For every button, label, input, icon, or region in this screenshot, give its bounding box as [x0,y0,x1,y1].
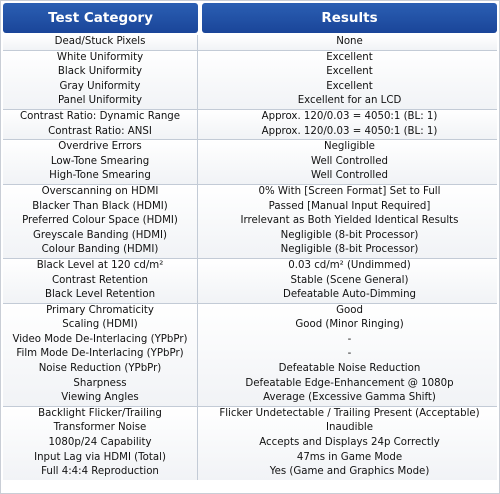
result-cell: Inaudible [325,422,374,434]
result-cell: Well Controlled [310,170,389,182]
category-cell: 1080p/24 Capability [48,437,152,449]
result-cell: Negligible [324,141,375,153]
result-cell: Stable (Scene General) [290,274,409,286]
result-cell: Average (Excessive Gamma Shift) [263,392,436,404]
category-cell: Overscanning on HDMI [41,185,159,197]
header-results: Results [202,3,497,33]
category-cell: Preferred Colour Space (HDMI) [22,215,178,227]
result-cell: Excellent [326,66,373,78]
category-cell: Panel Uniformity [57,95,143,107]
category-cell: Primary Chromaticity [46,304,154,316]
category-cell: Scaling (HDMI) [62,319,138,331]
category-cell: Film Mode De-Interlacing (YPbPr) [16,348,184,360]
result-column: Excellent Excellent Excellent Excellent for… [202,51,497,109]
category-column: Primary Chromaticity Scaling (HDMI) Video … [3,303,198,406]
category-column: White Uniformity Black Uniformity Gray Uni… [3,50,198,109]
result-column: Approx. 120/0.03 = 4050:1 (BL: 1) Approx.… [202,110,497,139]
category-cell: Contrast Ratio: ANSI [48,125,152,137]
category-cell: Colour Banding (HDMI) [41,244,159,256]
result-cell: - [347,348,352,360]
category-cell: Transformer Noise [53,422,147,434]
result-cell: 47ms in Game Mode [296,451,403,463]
category-cell: Dead/Stuck Pixels [54,36,146,47]
category-cell: Black Level at 120 cd/m² [36,259,164,271]
result-cell: Excellent for an LCD [297,95,402,107]
category-cell: Sharpness [73,377,127,389]
result-cell: Approx. 120/0.03 = 4050:1 (BL: 1) [261,125,438,137]
result-cell: Approx. 120/0.03 = 4050:1 (BL: 1) [261,110,438,122]
category-cell: Low-Tone Smearing [50,155,150,167]
result-cell: Irrelevant as Both Yielded Identical Res… [240,215,459,227]
table-header: Test Category Results [3,3,497,33]
result-cell: None [336,36,363,47]
result-column: Negligible Well Controlled Well Controlled [202,140,497,184]
category-column: Overdrive Errors Low-Tone Smearing High-To… [3,140,198,184]
category-column: Backlight Flicker/Trailing Transformer No… [3,406,198,480]
category-cell: Contrast Ratio: Dynamic Range [19,110,181,122]
header-test-category: Test Category [3,3,198,33]
result-cell: Flicker Undetectable / Trailing Present … [219,407,480,419]
result-cell: - [347,333,352,345]
result-cell: Yes (Game and Graphics Mode) [269,466,430,478]
result-cell: Excellent [326,51,373,63]
result-cell: Negligible (8-bit Processor) [280,229,419,241]
result-cell: 0.03 cd/m² (Undimmed) [288,259,411,271]
row-group: Overscanning on HDMI Blacker Than Black (… [3,184,497,259]
category-cell: Contrast Retention [52,274,148,286]
category-column: Dead/Stuck Pixels [3,35,198,50]
category-cell: Viewing Angles [61,392,139,404]
result-column: 0.03 cd/m² (Undimmed) Stable (Scene Gener… [202,259,497,303]
result-cell: Good (Minor Ringing) [295,319,404,331]
category-cell: Full 4:4:4 Reproduction [41,466,159,478]
result-cell: Defeatable Edge-Enhancement @ 1080p [245,377,454,389]
row-group: White Uniformity Black Uniformity Gray Uni… [3,50,497,110]
category-cell: White Uniformity [56,51,144,63]
category-cell: Black Level Retention [44,289,156,301]
category-cell: Overdrive Errors [58,141,142,153]
result-cell: Excellent [326,80,373,92]
category-cell: High-Tone Smearing [49,170,151,182]
category-cell: Greyscale Banding (HDMI) [32,229,168,241]
category-column: Contrast Ratio: Dynamic Range Contrast Ra… [3,109,198,140]
category-cell: Video Mode De-Interlacing (YPbPr) [12,333,188,345]
category-cell: Noise Reduction (YPbPr) [38,363,162,375]
row-group: Black Level at 120 cd/m² Contrast Retenti… [3,258,497,304]
category-cell: Blacker Than Black (HDMI) [32,200,168,212]
result-cell: Passed [Manual Input Required] [268,200,431,212]
category-cell: Gray Uniformity [59,80,141,92]
result-cell: Good [336,304,363,316]
category-column: Black Level at 120 cd/m² Contrast Retenti… [3,258,198,303]
category-column: Overscanning on HDMI Blacker Than Black (… [3,184,198,258]
result-column: Good Good (Minor Ringing) - - Defeatable Noi… [202,304,497,406]
category-cell: Black Uniformity [57,66,143,78]
row-group: Dead/Stuck Pixels None [3,35,497,51]
result-cell: 0% With [Screen Format] Set to Full [258,185,441,197]
category-cell: Input Lag via HDMI (Total) [34,451,166,463]
row-group: Contrast Ratio: Dynamic Range Contrast Ra… [3,109,497,141]
table-body: Dead/Stuck Pixels None White Uniformity Bla… [3,35,497,480]
category-cell: Backlight Flicker/Trailing [38,407,162,419]
row-group: Backlight Flicker/Trailing Transformer No… [3,406,497,480]
result-cell: Defeatable Noise Reduction [278,363,421,375]
result-column: 0% With [Screen Format] Set to Full Passe… [202,185,497,258]
result-cell: Well Controlled [310,155,389,167]
result-column: None [202,35,497,50]
row-group: Primary Chromaticity Scaling (HDMI) Video … [3,303,497,407]
row-group: Overdrive Errors Low-Tone Smearing High-To… [3,140,497,185]
result-cell: Negligible (8-bit Processor) [280,244,419,256]
result-column: Flicker Undetectable / Trailing Present … [202,407,497,480]
result-cell: Defeatable Auto-Dimming [282,289,417,301]
result-cell: Accepts and Displays 24p Correctly [259,437,440,449]
